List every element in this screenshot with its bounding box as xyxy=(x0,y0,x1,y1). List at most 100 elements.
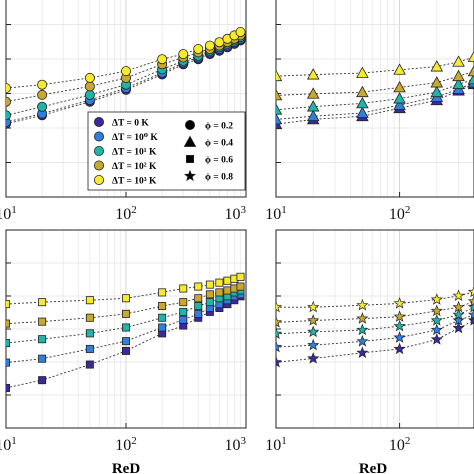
data-point xyxy=(452,55,465,67)
series-line xyxy=(276,320,474,363)
data-point xyxy=(85,360,94,369)
data-point xyxy=(276,69,283,82)
panel-top-left: 101102103ΔT = 0 KΔT = 10⁰ KΔT = 10¹ KΔT … xyxy=(0,0,247,223)
data-point xyxy=(306,100,320,112)
data-point xyxy=(430,314,443,326)
data-point xyxy=(6,383,10,392)
data-point xyxy=(452,300,465,313)
legend-marker xyxy=(94,117,105,128)
data-point xyxy=(307,314,320,326)
x-tick-label: 101 xyxy=(0,204,17,223)
x-tick-label: 103 xyxy=(225,204,247,223)
data-point xyxy=(38,298,47,307)
data-point xyxy=(276,103,283,115)
data-point xyxy=(37,101,48,112)
data-point xyxy=(430,304,443,317)
grid xyxy=(276,0,474,197)
series-line xyxy=(276,301,474,323)
data-point xyxy=(356,106,369,118)
series-group xyxy=(276,50,474,130)
series-line xyxy=(276,314,474,348)
data-point xyxy=(179,298,188,307)
x-tick-label: 102 xyxy=(115,204,137,223)
data-point xyxy=(306,109,320,122)
data-point xyxy=(306,68,320,80)
data-point xyxy=(276,340,283,353)
legend-label: ϕ = 0.4 xyxy=(205,139,233,149)
data-point xyxy=(121,66,132,77)
legend-label: ϕ = 0.6 xyxy=(205,156,233,166)
data-point xyxy=(205,290,214,299)
legend-marker xyxy=(183,169,197,182)
x-tick-label: 101 xyxy=(265,435,287,454)
data-point xyxy=(452,289,465,301)
legend-marker xyxy=(94,174,105,185)
data-point xyxy=(158,323,167,332)
data-point xyxy=(430,333,443,345)
data-point xyxy=(6,83,11,94)
data-point xyxy=(6,358,10,367)
series-line xyxy=(6,35,241,103)
data-point xyxy=(276,355,283,368)
x-tick-label-base: 10 xyxy=(115,437,131,454)
data-point xyxy=(236,272,245,281)
data-point xyxy=(467,285,474,298)
data-point xyxy=(356,323,369,336)
x-tick-label-exp: 3 xyxy=(241,435,247,447)
data-point xyxy=(307,325,320,338)
data-point xyxy=(38,317,47,326)
data-point xyxy=(356,96,369,109)
data-point xyxy=(307,338,320,351)
x-tick-label-base: 10 xyxy=(225,206,241,223)
data-point xyxy=(276,316,283,328)
series-line xyxy=(276,82,474,120)
data-point xyxy=(215,288,224,297)
data-point xyxy=(215,278,224,287)
data-point xyxy=(6,300,10,309)
data-point xyxy=(85,296,94,305)
data-point xyxy=(452,308,465,320)
data-point xyxy=(223,286,232,295)
x-tick-label-exp: 1 xyxy=(11,435,17,447)
data-point xyxy=(393,98,406,110)
series-line xyxy=(6,36,241,116)
data-point xyxy=(467,72,474,85)
data-point xyxy=(84,89,95,100)
data-point xyxy=(194,282,203,291)
x-tick-label-exp: 1 xyxy=(281,435,287,447)
data-point xyxy=(6,339,10,348)
series-line xyxy=(276,291,474,308)
axes-frame xyxy=(275,0,474,198)
legend-label: ΔT = 10⁰ K xyxy=(112,133,158,143)
legend-label: ΔT = 0 K xyxy=(112,119,149,129)
legend-label: ϕ = 0.2 xyxy=(205,122,233,132)
data-point xyxy=(467,64,474,77)
data-point xyxy=(205,298,214,307)
data-point xyxy=(467,300,474,313)
data-point xyxy=(122,294,131,303)
data-point xyxy=(157,54,168,65)
data-point xyxy=(38,376,47,385)
data-point xyxy=(38,335,47,344)
data-point xyxy=(37,89,48,100)
data-point xyxy=(467,295,474,307)
data-point xyxy=(122,309,131,318)
x-axis-label: ReD xyxy=(359,461,387,474)
x-axis-label: ReD xyxy=(112,461,140,474)
data-point xyxy=(356,312,369,324)
x-tick-label-base: 10 xyxy=(389,437,405,454)
data-point xyxy=(356,85,369,98)
data-point xyxy=(122,346,131,355)
series-line xyxy=(6,295,241,389)
data-point xyxy=(430,60,444,72)
x-tick-label-exp: 2 xyxy=(131,204,137,216)
data-point xyxy=(393,331,406,343)
data-point xyxy=(205,280,214,289)
data-point xyxy=(356,335,369,347)
legend-label: ΔT = 10³ K xyxy=(112,177,157,187)
data-point xyxy=(356,346,369,358)
data-point xyxy=(276,327,283,339)
data-point xyxy=(467,50,474,62)
